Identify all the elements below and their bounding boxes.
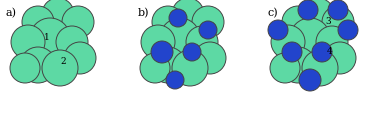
Text: a): a) — [5, 8, 16, 18]
Circle shape — [299, 69, 321, 91]
Circle shape — [20, 47, 56, 83]
Circle shape — [186, 26, 218, 58]
Circle shape — [64, 42, 96, 74]
Circle shape — [298, 0, 318, 20]
Circle shape — [10, 53, 40, 83]
Circle shape — [302, 50, 338, 86]
Circle shape — [271, 25, 305, 59]
Text: 1: 1 — [44, 34, 50, 42]
Circle shape — [140, 53, 170, 83]
Circle shape — [302, 0, 334, 30]
Text: 3: 3 — [325, 17, 331, 27]
Circle shape — [316, 26, 348, 58]
Circle shape — [324, 42, 356, 74]
Circle shape — [290, 18, 330, 58]
Circle shape — [11, 25, 45, 59]
Text: c): c) — [268, 8, 279, 18]
Circle shape — [282, 42, 302, 62]
Circle shape — [22, 6, 54, 38]
Circle shape — [169, 9, 187, 27]
Text: 2: 2 — [60, 57, 66, 67]
Circle shape — [270, 53, 300, 83]
Circle shape — [42, 0, 74, 30]
Circle shape — [268, 20, 288, 40]
Circle shape — [172, 50, 208, 86]
Circle shape — [152, 6, 184, 38]
Circle shape — [282, 6, 314, 38]
Circle shape — [183, 43, 201, 61]
Text: b): b) — [138, 8, 149, 18]
Circle shape — [30, 18, 70, 58]
Circle shape — [151, 41, 173, 63]
Circle shape — [166, 71, 184, 89]
Text: 4: 4 — [327, 48, 333, 57]
Circle shape — [150, 47, 186, 83]
Circle shape — [194, 42, 226, 74]
Circle shape — [280, 47, 316, 83]
Circle shape — [192, 6, 224, 38]
Circle shape — [56, 26, 88, 58]
Circle shape — [160, 18, 200, 58]
Circle shape — [322, 6, 354, 38]
Circle shape — [141, 25, 175, 59]
Circle shape — [199, 21, 217, 39]
Circle shape — [42, 50, 78, 86]
Circle shape — [328, 0, 348, 20]
Circle shape — [62, 6, 94, 38]
Circle shape — [312, 42, 332, 62]
Circle shape — [338, 20, 358, 40]
Circle shape — [172, 0, 204, 30]
